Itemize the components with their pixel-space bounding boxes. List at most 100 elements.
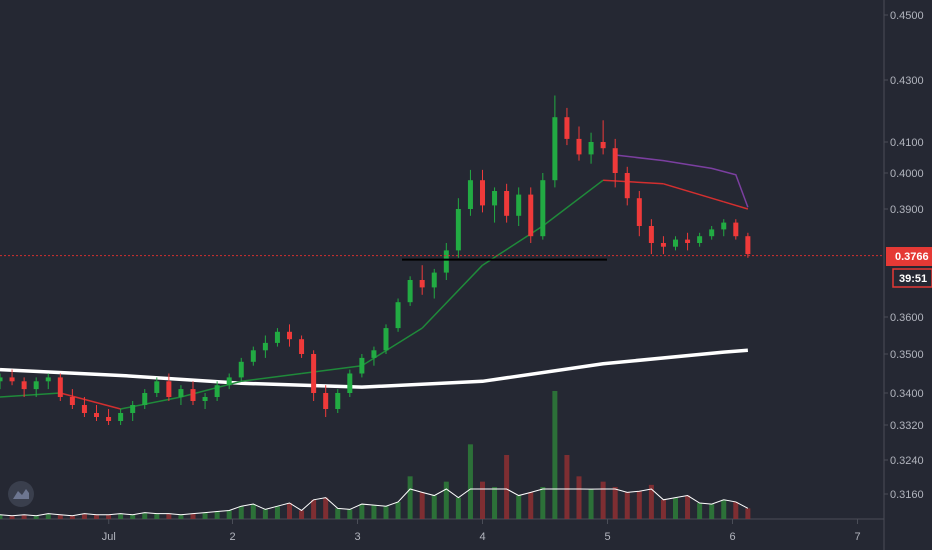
candle-body <box>323 393 329 409</box>
price-axis[interactable]: 0.4500 0.4300 0.4100 0.4000 0.3900 0.3600 0.35… <box>884 10 924 501</box>
moving-average-fast-segment <box>241 372 302 383</box>
volume-bar <box>636 491 642 519</box>
candle-body <box>636 198 642 226</box>
candle-body <box>504 191 510 216</box>
candle-body <box>612 148 618 173</box>
time-tick-label: 5 <box>604 531 610 543</box>
candle-body <box>576 138 582 155</box>
volume-bar <box>106 514 112 519</box>
volume-bar <box>238 506 244 519</box>
candle-body <box>274 331 280 343</box>
moving-average-fast-segment <box>361 327 423 367</box>
volume-bar <box>697 503 703 519</box>
candle-body <box>202 397 208 401</box>
candle-body <box>154 381 160 393</box>
volume-bar <box>347 509 353 519</box>
moving-average-fast-segment <box>663 183 724 203</box>
candle-body <box>371 350 377 358</box>
candle-body <box>45 377 51 382</box>
volume-bar <box>94 514 99 519</box>
candle-body <box>673 239 678 247</box>
countdown-label: 39:51 <box>892 268 932 288</box>
volume-bar <box>721 499 727 519</box>
last-price-badge <box>886 247 932 266</box>
candle-body <box>359 357 365 374</box>
time-tick-label: Jul <box>102 531 116 543</box>
volume-bar <box>492 487 498 519</box>
candle-body <box>347 373 353 393</box>
candle-body <box>624 173 630 199</box>
candle-body <box>733 222 739 237</box>
candle-body <box>685 239 691 243</box>
candle-body <box>94 413 99 417</box>
volume-bar <box>516 495 522 519</box>
volume-bar <box>45 513 51 519</box>
volume-bar <box>274 506 280 519</box>
candle-body <box>33 381 39 390</box>
volume-bar <box>0 514 3 519</box>
volume-bar <box>528 492 534 519</box>
volume-bar <box>190 513 196 519</box>
candle-body <box>588 142 594 155</box>
volume-bar <box>419 492 425 519</box>
moving-average-fast-segment <box>542 179 604 227</box>
volume-bar <box>383 506 389 519</box>
volume-bar <box>431 495 437 519</box>
volume-bar <box>311 499 317 519</box>
candle-body <box>142 393 148 405</box>
candle-body <box>81 405 87 413</box>
candle-body <box>600 142 606 149</box>
time-axis[interactable]: Jul 2 3 4 5 6 7 <box>102 519 861 543</box>
volume-bar <box>9 515 15 519</box>
volume-bar <box>709 504 715 519</box>
price-tick-label: 0.4300 <box>890 75 924 87</box>
moving-average-purple-line <box>615 154 749 208</box>
price-tick-label: 0.4000 <box>890 168 924 180</box>
volume-bar <box>178 514 184 519</box>
candle-body <box>552 117 558 181</box>
volume-bar <box>57 514 63 519</box>
volume-layer <box>0 391 751 519</box>
time-tick-label: 2 <box>229 531 235 543</box>
volume-bar <box>660 499 666 519</box>
volume-bar <box>504 455 510 519</box>
candle-body <box>130 405 136 413</box>
volume-bar <box>359 504 365 519</box>
price-tick-label: 0.4100 <box>890 137 924 149</box>
volume-bar <box>600 481 606 519</box>
volume-bar <box>287 503 292 519</box>
candle-body <box>190 389 196 401</box>
countdown-text: 39:51 <box>899 273 927 285</box>
volume-bar <box>407 476 413 519</box>
time-tick-label: 3 <box>354 531 360 543</box>
price-tick-label: 0.4500 <box>890 10 924 22</box>
candle-body <box>407 280 413 303</box>
volume-bar <box>564 455 570 519</box>
last-price-text: 0.3766 <box>895 251 929 263</box>
candle-body <box>721 222 727 230</box>
volume-bar <box>214 511 220 519</box>
volume-bar <box>624 492 630 519</box>
volume-bar <box>673 497 678 519</box>
volume-bar <box>21 514 27 519</box>
volume-bar <box>395 501 401 519</box>
volume-bar <box>685 495 691 519</box>
volume-bar <box>154 513 160 519</box>
price-tick-label: 0.3400 <box>890 388 924 400</box>
candle-body <box>311 354 317 393</box>
candle-body <box>335 393 341 409</box>
candle-body <box>21 381 27 390</box>
volume-bar <box>130 514 136 519</box>
volume-bar <box>588 489 594 519</box>
candle-body <box>480 180 485 206</box>
candle-body <box>697 236 703 243</box>
volume-bar <box>118 513 124 519</box>
moving-average-fast-segment <box>60 392 121 410</box>
price-tick-label: 0.3320 <box>890 420 924 432</box>
candle-body <box>709 229 715 237</box>
candle-body <box>166 381 172 397</box>
candle-body <box>648 226 654 243</box>
volume-bar <box>371 505 377 519</box>
